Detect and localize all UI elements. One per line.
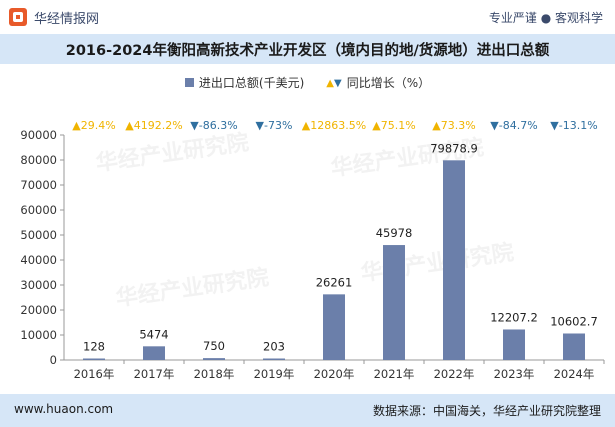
triangle-up-icon: ▲ [72, 119, 81, 132]
data-label: 5474 [139, 327, 168, 341]
data-label: 79878.9 [430, 141, 478, 155]
legend-item-bar[interactable]: 进出口总额(千美元) [184, 74, 305, 91]
bar [83, 358, 105, 360]
top-bar: 华经情报网 专业严谨 ● 客观科学 [0, 0, 615, 34]
growth-label: ▲75.1% [372, 119, 415, 132]
bar [323, 294, 345, 360]
bar-swatch-icon [184, 77, 194, 87]
bar [503, 329, 525, 360]
y-tick-label: 70000 [20, 178, 57, 192]
bar [203, 358, 225, 360]
growth-value: 4192.2% [134, 119, 183, 132]
growth-label: ▼-84.7% [490, 119, 537, 132]
x-tick-label: 2022年 [434, 367, 475, 381]
x-tick-label: 2024年 [554, 367, 595, 381]
bar [263, 358, 285, 360]
x-tick-label: 2021年 [374, 367, 415, 381]
data-source: 数据来源：中国海关，华经产业研究院整理 [372, 404, 601, 418]
triangle-up-icon: ▲ [432, 119, 441, 132]
y-tick-label: 80000 [20, 153, 57, 167]
x-tick-label: 2023年 [494, 367, 535, 381]
brand-logo-icon [9, 8, 27, 26]
data-label: 750 [203, 339, 225, 353]
growth-value: -84.7% [499, 119, 538, 132]
data-label: 12207.2 [490, 310, 538, 324]
triangle-up-icon: ▲ [302, 119, 311, 132]
x-tick-label: 2018年 [194, 367, 235, 381]
bar [383, 245, 405, 360]
chart-legend: 进出口总额(千美元) ▲▼ 同比增长（%） [0, 72, 615, 92]
growth-label: ▲29.4% [72, 119, 115, 132]
triangle-down-icon: ▼ [490, 119, 499, 132]
tagline: 专业严谨 ● 客观科学 [488, 11, 603, 25]
x-tick-label: 2020年 [314, 367, 355, 381]
chart-title: 2016-2024年衡阳高新技术产业开发区（境内目的地/货源地）进出口总额 [65, 42, 550, 59]
growth-value: -73% [264, 119, 292, 132]
brand-name: 华经情报网 [34, 12, 100, 27]
growth-value: 73.3% [441, 119, 476, 132]
y-tick-label: 40000 [20, 253, 57, 267]
growth-label: ▲73.3% [432, 119, 475, 132]
triangle-up-icon: ▲ [372, 119, 381, 132]
data-label: 45978 [376, 226, 413, 240]
growth-label: ▼-86.3% [190, 119, 237, 132]
x-tick-label: 2019年 [254, 367, 295, 381]
growth-value: -13.1% [559, 119, 598, 132]
y-tick-label: 0 [50, 353, 57, 367]
x-tick-label: 2016年 [74, 367, 115, 381]
triangle-updown-icon: ▲▼ [326, 78, 342, 89]
footer-bar: www.huaon.com 数据来源：中国海关，华经产业研究院整理 [0, 394, 615, 427]
growth-value: 29.4% [81, 119, 116, 132]
growth-label: ▼-13.1% [550, 119, 597, 132]
triangle-down-icon: ▼ [190, 119, 199, 132]
growth-value: -86.3% [199, 119, 238, 132]
bar [443, 160, 465, 360]
growth-label: ▼-73% [256, 119, 293, 132]
growth-value: 75.1% [381, 119, 416, 132]
y-tick-label: 10000 [20, 328, 57, 342]
y-tick-label: 90000 [20, 128, 57, 142]
data-label: 203 [263, 340, 285, 354]
bar [563, 333, 585, 360]
triangle-down-icon: ▼ [550, 119, 559, 132]
legend-label-bar: 进出口总额(千美元) [198, 75, 305, 90]
legend-label-growth: 同比增长（%） [346, 75, 431, 90]
data-label: 128 [83, 340, 105, 354]
triangle-up-icon: ▲ [125, 119, 134, 132]
title-bar: 2016-2024年衡阳高新技术产业开发区（境内目的地/货源地）进出口总额 [0, 34, 615, 64]
growth-value: 12863.5% [310, 119, 366, 132]
growth-label: ▲12863.5% [302, 119, 366, 132]
legend-item-growth[interactable]: ▲▼ 同比增长（%） [326, 74, 430, 91]
site-url[interactable]: www.huaon.com [14, 402, 114, 416]
y-tick-label: 60000 [20, 203, 57, 217]
bar [143, 346, 165, 360]
data-label: 10602.7 [550, 314, 598, 328]
x-tick-label: 2017年 [134, 367, 175, 381]
growth-label: ▲4192.2% [125, 119, 182, 132]
y-tick-label: 20000 [20, 303, 57, 317]
triangle-down-icon: ▼ [256, 119, 265, 132]
y-tick-label: 50000 [20, 228, 57, 242]
data-label: 26261 [316, 275, 353, 289]
y-tick-label: 30000 [20, 278, 57, 292]
